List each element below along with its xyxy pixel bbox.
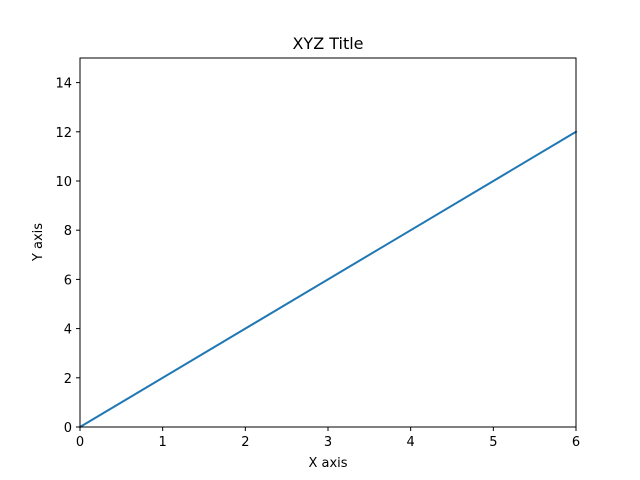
y-axis-ticks: 0 2 4 6 8 10 12 14 xyxy=(55,77,80,436)
x-axis-label: X axis xyxy=(308,456,347,471)
series-line xyxy=(78,130,578,429)
y-tick-label: 12 xyxy=(55,126,72,141)
y-tick-label: 2 xyxy=(64,372,72,387)
x-tick-label: 3 xyxy=(324,435,332,450)
plot-frame xyxy=(79,57,577,428)
x-tick-label: 0 xyxy=(76,435,84,450)
y-axis-label: Y axis xyxy=(31,223,46,262)
x-tick-label: 5 xyxy=(489,435,497,450)
chart-title: XYZ Title xyxy=(292,34,363,53)
y-tick-label: 8 xyxy=(64,224,72,239)
x-tick-label: 6 xyxy=(572,435,580,450)
y-tick-label: 0 xyxy=(64,421,72,436)
x-tick-label: 2 xyxy=(241,435,249,450)
y-tick-label: 6 xyxy=(64,273,72,288)
y-tick-label: 14 xyxy=(55,77,72,92)
x-tick-label: 1 xyxy=(159,435,167,450)
series-layer xyxy=(78,130,578,429)
y-tick-label: 4 xyxy=(64,323,72,338)
x-axis-ticks: 0 1 2 3 4 5 6 xyxy=(76,427,580,450)
plot-area xyxy=(80,58,576,427)
y-tick-label: 10 xyxy=(55,175,72,190)
x-tick-label: 4 xyxy=(407,435,415,450)
